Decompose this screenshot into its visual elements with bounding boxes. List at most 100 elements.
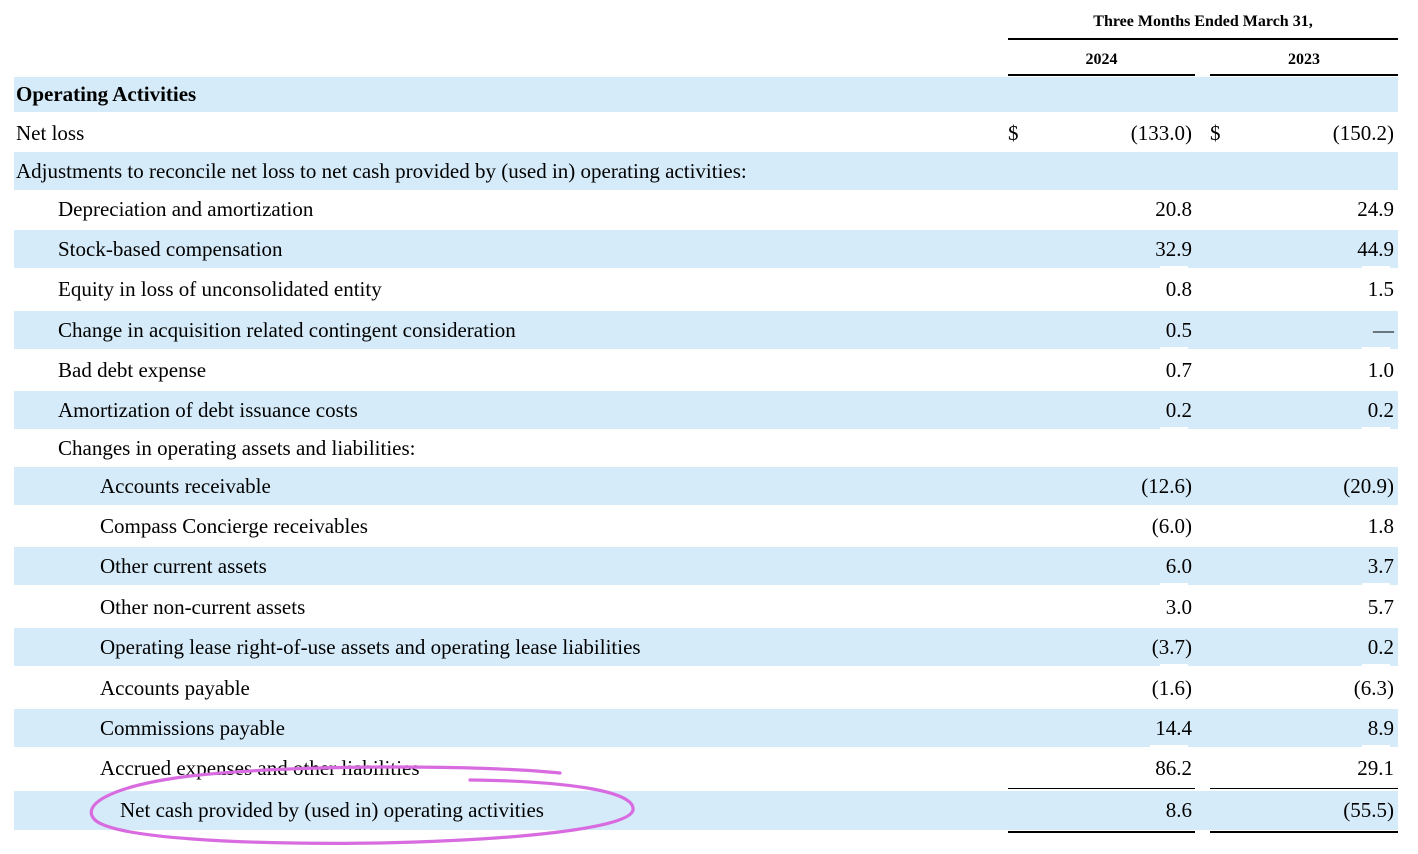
value-2023: (150.2) xyxy=(1332,120,1394,145)
row-label: Adjustments to reconcile net loss to net… xyxy=(16,158,747,183)
value-2023: 44.9 xyxy=(1357,236,1394,261)
row-label: Accounts receivable xyxy=(100,473,271,498)
row-label: Change in acquisition related contingent… xyxy=(58,317,516,342)
year-header-2023: 2023 xyxy=(1288,51,1320,68)
table-row: Depreciation and amortization 20.8 24.9 xyxy=(14,190,1398,228)
row-label: Compass Concierge receivables xyxy=(100,513,368,538)
value-2023: 29.1 xyxy=(1357,755,1394,780)
value-2023: 5.7 xyxy=(1367,594,1394,619)
value-2023: — xyxy=(1373,317,1394,342)
total-rule-2024 xyxy=(1008,831,1195,833)
table-row: Changes in operating assets and liabilit… xyxy=(14,430,1398,466)
table-row: Equity in loss of unconsolidated entity … xyxy=(14,270,1398,308)
value-2023: (20.9) xyxy=(1343,473,1394,498)
separator-mark xyxy=(1362,626,1390,628)
separator-mark xyxy=(1362,664,1390,666)
separator-mark xyxy=(1362,427,1390,429)
row-label: Accounts payable xyxy=(100,675,250,700)
value-2024: (3.7) xyxy=(1151,634,1192,659)
total-value-2024: 8.6 xyxy=(1165,798,1192,822)
value-2023: 0.2 xyxy=(1367,634,1394,659)
table-row: Amortization of debt issuance costs 0.2 … xyxy=(14,391,1398,429)
separator-mark xyxy=(1362,228,1390,230)
currency-symbol-2023: $ xyxy=(1210,120,1221,145)
separator-mark xyxy=(1150,745,1188,747)
separator-mark xyxy=(1362,583,1390,585)
row-label: Changes in operating assets and liabilit… xyxy=(58,435,416,460)
row-label: Amortization of debt issuance costs xyxy=(58,397,358,422)
table-row: Bad debt expense 0.7 1.0 xyxy=(14,351,1398,389)
separator-mark xyxy=(1160,389,1188,391)
row-label: Equity in loss of unconsolidated entity xyxy=(58,276,382,301)
value-2024: (1.6) xyxy=(1151,675,1192,700)
value-2023: 3.7 xyxy=(1367,553,1394,578)
row-label: Operating lease right-of-use assets and … xyxy=(100,634,641,659)
subtotal-rule-2023 xyxy=(1210,788,1398,789)
separator-mark xyxy=(1362,545,1390,547)
value-2023: 0.2 xyxy=(1367,397,1394,422)
total-value-2023: (55.5) xyxy=(1343,798,1394,822)
separator-mark xyxy=(1362,266,1390,268)
value-2024: (6.0) xyxy=(1151,513,1192,538)
row-label: Other current assets xyxy=(100,553,267,578)
separator-mark xyxy=(1160,664,1188,666)
value-2023: 1.8 xyxy=(1367,513,1394,538)
value-2023: (6.3) xyxy=(1353,675,1394,700)
row-label: Depreciation and amortization xyxy=(58,196,314,221)
section-title: Operating Activities xyxy=(16,82,197,106)
table-row: Operating lease right-of-use assets and … xyxy=(14,628,1398,666)
year-header-2024: 2024 xyxy=(1085,51,1118,68)
table-row: Commissions payable 14.4 8.9 xyxy=(14,709,1398,747)
separator-mark xyxy=(1362,389,1390,391)
section-row: Operating Activities xyxy=(14,77,1398,112)
value-2024: 20.8 xyxy=(1155,196,1192,221)
total-row: Net cash provided by (used in) operating… xyxy=(14,791,1398,830)
table-row: Accrued expenses and other liabilities 8… xyxy=(14,749,1398,787)
table-row: Accounts payable (1.6) (6.3) xyxy=(14,669,1398,707)
table-row: Compass Concierge receivables (6.0) 1.8 xyxy=(14,507,1398,545)
row-label: Net loss xyxy=(16,120,85,145)
value-2024: 0.5 xyxy=(1165,317,1192,342)
value-2024: 3.0 xyxy=(1165,594,1192,619)
value-2024: 32.9 xyxy=(1155,236,1192,261)
table-row: Accounts receivable (12.6) (20.9) xyxy=(14,467,1398,505)
table-row: Other non-current assets 3.0 5.7 xyxy=(14,588,1398,626)
period-underline xyxy=(1008,38,1398,40)
value-2024: 0.2 xyxy=(1165,397,1192,422)
separator-mark xyxy=(1150,707,1188,709)
row-label: Bad debt expense xyxy=(58,357,207,382)
table-row: Stock-based compensation 32.9 44.9 xyxy=(14,230,1398,268)
row-label: Other non-current assets xyxy=(100,594,306,619)
separator-mark xyxy=(1160,266,1188,268)
row-label: Commissions payable xyxy=(100,715,285,740)
year-underline-2024 xyxy=(1008,74,1195,76)
period-header: Three Months Ended March 31, xyxy=(1093,13,1313,30)
value-2024: 6.0 xyxy=(1165,553,1192,578)
separator-mark xyxy=(1362,309,1390,311)
separator-mark xyxy=(1160,228,1188,230)
separator-mark xyxy=(1160,347,1188,349)
total-label: Net cash provided by (used in) operating… xyxy=(120,798,544,822)
value-2024: 0.8 xyxy=(1165,276,1192,301)
row-label: Stock-based compensation xyxy=(58,236,283,261)
separator-mark xyxy=(1160,626,1188,628)
year-underline-2023 xyxy=(1210,74,1398,76)
separator-mark xyxy=(1160,309,1188,311)
separator-mark xyxy=(1160,545,1188,547)
table-row: Other current assets 6.0 3.7 xyxy=(14,547,1398,585)
value-2023: 8.9 xyxy=(1367,715,1394,740)
subtotal-rule-2024 xyxy=(1008,788,1195,789)
value-2024: (133.0) xyxy=(1130,120,1192,145)
value-2024: 0.7 xyxy=(1165,357,1192,382)
separator-mark xyxy=(1362,707,1390,709)
total-rule-2023 xyxy=(1210,831,1398,833)
table-row: Net loss $ (133.0) $ (150.2) xyxy=(14,114,1398,152)
separator-mark xyxy=(1160,427,1188,429)
value-2023: 24.9 xyxy=(1357,196,1394,221)
table-row: Adjustments to reconcile net loss to net… xyxy=(14,152,1398,190)
separator-mark xyxy=(1160,583,1188,585)
table-row: Change in acquisition related contingent… xyxy=(14,311,1398,349)
value-2023: 1.0 xyxy=(1367,357,1394,382)
row-label: Accrued expenses and other liabilities xyxy=(100,755,420,780)
value-2024: 86.2 xyxy=(1155,755,1192,780)
